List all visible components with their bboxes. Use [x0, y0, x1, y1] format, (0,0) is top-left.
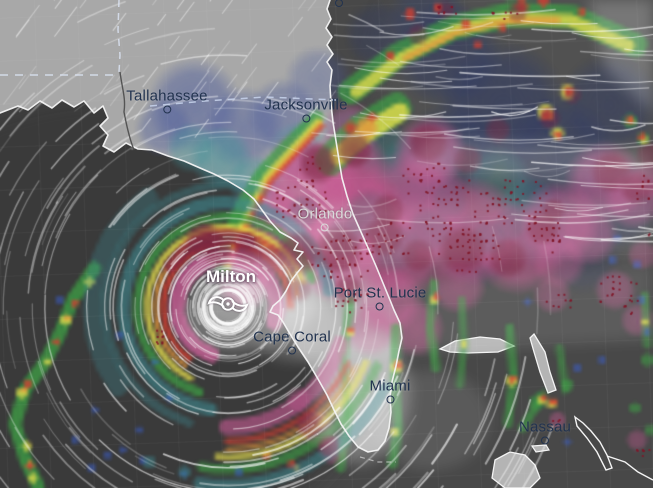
city-label-miami[interactable]: Miami	[370, 379, 411, 404]
city-label-port-st-lucie[interactable]: Port St. Lucie	[334, 286, 427, 311]
city-label-orlando[interactable]: Orlando	[298, 207, 353, 232]
city-name: Orlando	[297, 205, 353, 223]
city-marker-dot	[162, 105, 171, 114]
city-name: Port St. Lucie	[333, 284, 427, 302]
city-marker-dot	[375, 302, 384, 311]
city-marker-dot[interactable]	[335, 0, 343, 7]
border-state-dashed-vertical	[117, 0, 121, 73]
coastline-florida	[0, 0, 403, 453]
city-marker-dot	[288, 346, 296, 355]
city-name: Nassau	[518, 418, 572, 436]
city-marker-dot	[302, 114, 310, 123]
city-label-nassau[interactable]: Nassau	[519, 420, 571, 445]
border-river	[119, 71, 135, 151]
city-marker-dot	[320, 223, 329, 232]
storm-label-milton[interactable]: Milton	[205, 267, 257, 286]
city-name: Miami	[369, 377, 411, 395]
city-label-tallahassee[interactable]: Tallahassee	[126, 87, 208, 114]
city-name: Tallahassee	[126, 87, 208, 105]
hurricane-icon[interactable]	[205, 285, 251, 323]
city-name: Jacksonville	[264, 96, 348, 114]
city-label-jacksonville[interactable]: Jacksonville	[264, 98, 347, 123]
city-name: Cape Coral	[253, 328, 331, 346]
city-marker-dot	[541, 436, 549, 445]
city-label-cape-coral[interactable]: Cape Coral	[253, 330, 331, 355]
city-marker-dot	[386, 395, 394, 404]
border-florida-georgia-dashed	[149, 96, 337, 107]
florida-keys	[359, 456, 396, 463]
